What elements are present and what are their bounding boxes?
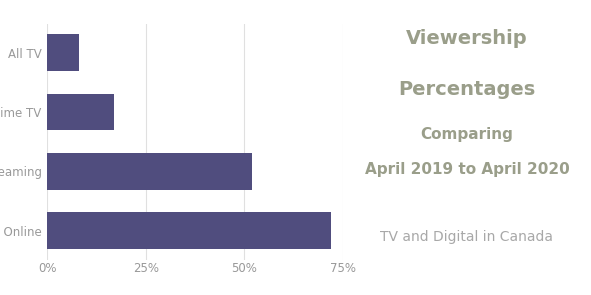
Text: April 2019 to April 2020: April 2019 to April 2020 (365, 162, 569, 177)
Text: Percentages: Percentages (398, 80, 535, 99)
Text: TV and Digital in Canada: TV and Digital in Canada (381, 230, 553, 244)
Bar (47, 212, 331, 249)
Text: Comparing: Comparing (420, 127, 514, 142)
Bar (47, 153, 252, 190)
Text: Viewership: Viewership (406, 30, 528, 48)
Bar (47, 94, 114, 130)
Bar (47, 34, 79, 71)
